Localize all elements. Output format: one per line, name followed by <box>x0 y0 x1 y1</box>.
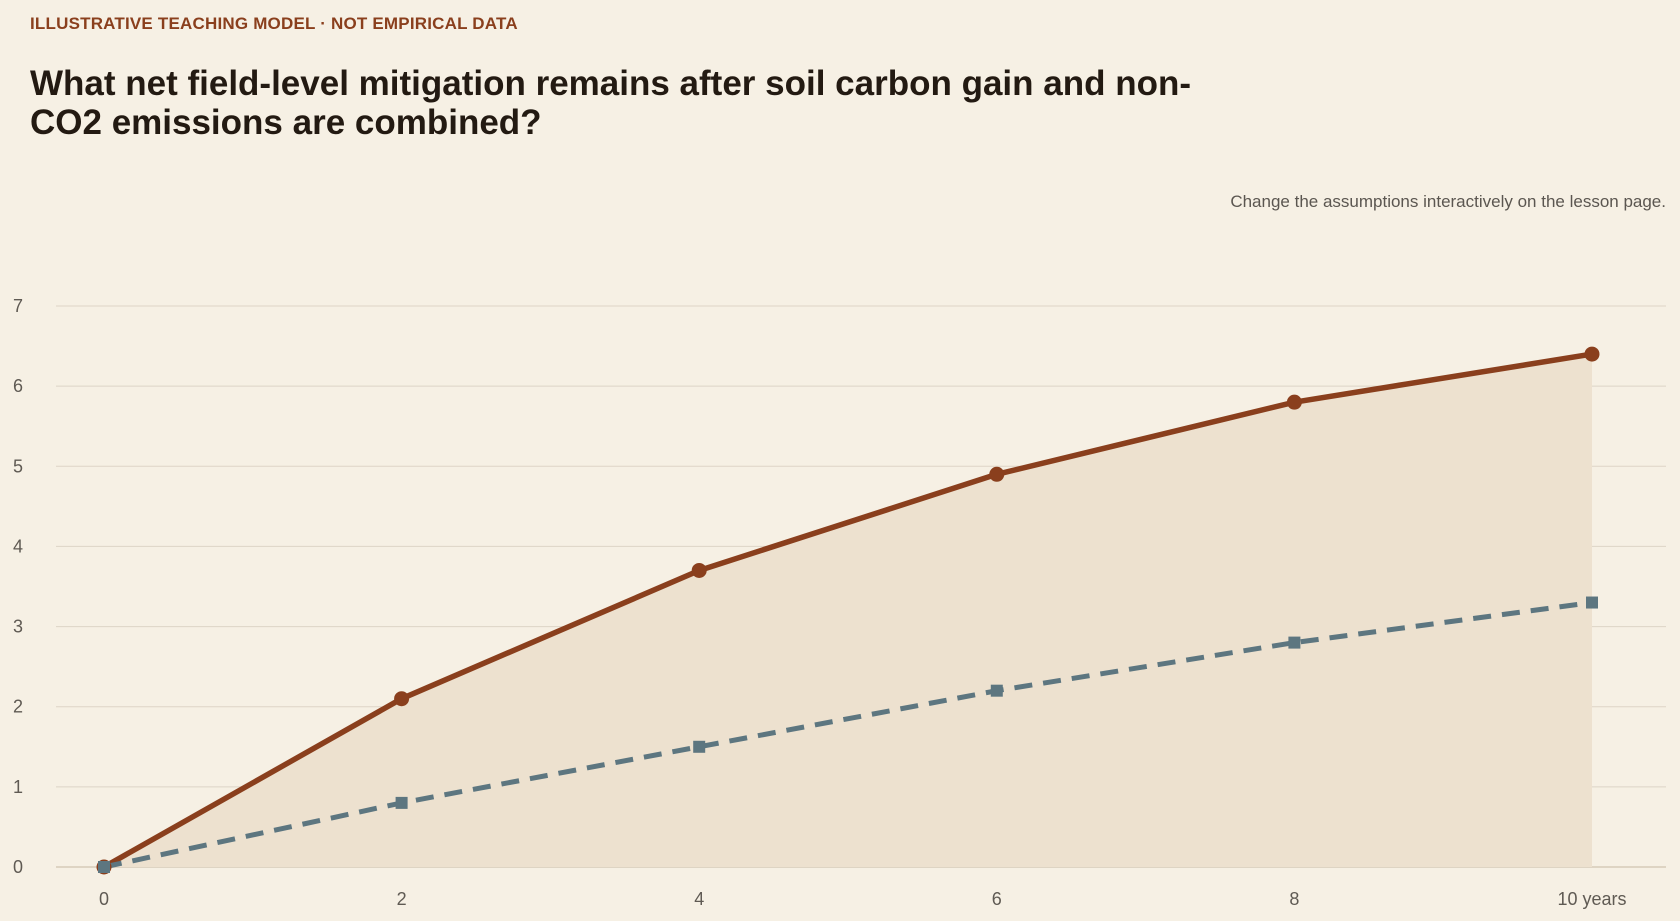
series-0-point-2 <box>691 562 707 578</box>
y-tick-label-6: 6 <box>13 376 23 396</box>
y-tick-label-1: 1 <box>13 777 23 797</box>
x-tick-label-1: 2 <box>397 889 407 909</box>
y-tick-label-3: 3 <box>13 617 23 637</box>
x-tick-label-2: 4 <box>694 889 704 909</box>
area-layer <box>104 354 1592 868</box>
x-tick-label-4: 8 <box>1289 889 1299 909</box>
series-1-point-5 <box>1586 596 1598 609</box>
y-axis-ticks: 0 1 2 3 4 5 6 7 <box>13 296 23 877</box>
x-tick-label-5: 10 years <box>1557 889 1626 909</box>
chart-kicker: ILLUSTRATIVE TEACHING MODEL · NOT EMPIRI… <box>30 14 518 33</box>
series-1-point-0 <box>98 861 110 873</box>
y-tick-label-2: 2 <box>13 697 23 717</box>
y-tick-label-7: 7 <box>13 296 23 316</box>
series-markers <box>96 346 1600 875</box>
series-0-point-3 <box>989 466 1005 482</box>
interactive-note: Change the assumptions interactively on … <box>1230 192 1666 211</box>
series-0-area <box>104 354 1592 868</box>
series-1-point-4 <box>1288 636 1301 649</box>
y-tick-label-0: 0 <box>13 857 23 877</box>
series-1-point-2 <box>693 740 706 753</box>
series-0-point-4 <box>1286 394 1302 410</box>
series-1-line <box>103 600 1593 870</box>
series-0-line <box>101 351 1595 870</box>
series-lines <box>101 351 1595 870</box>
x-axis-ticks: 0 2 4 6 8 10 years <box>99 889 1627 909</box>
y-tick-label-4: 4 <box>13 536 23 556</box>
series-1-point-3 <box>990 684 1003 697</box>
x-tick-label-0: 0 <box>99 889 109 909</box>
series-1-point-1 <box>395 796 408 809</box>
series-0-point-1 <box>394 691 410 707</box>
series-0-point-5 <box>1584 346 1600 362</box>
y-tick-label-5: 5 <box>13 456 23 476</box>
chart-title: What net field-level mitigation remains … <box>30 64 1191 142</box>
x-tick-label-3: 6 <box>992 889 1002 909</box>
